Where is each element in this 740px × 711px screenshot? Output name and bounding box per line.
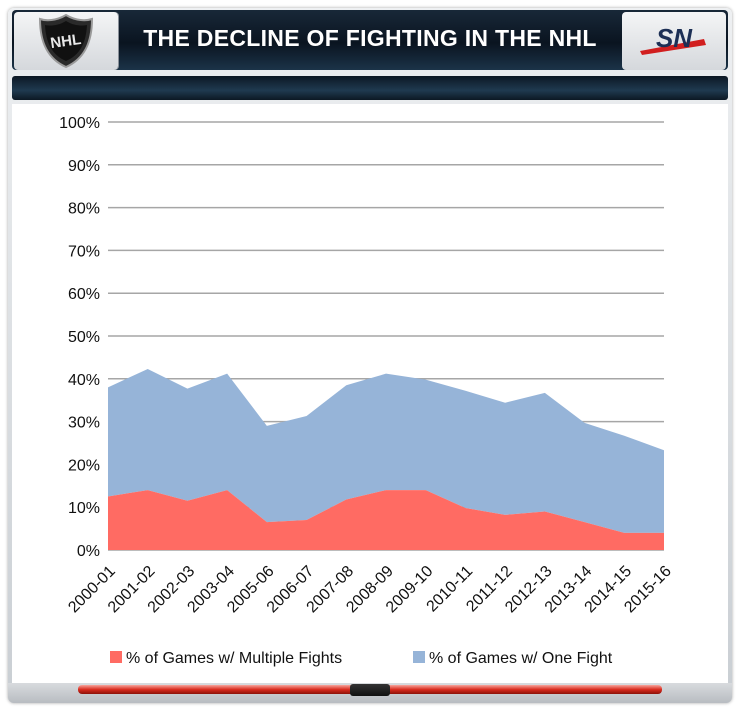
sn-logo: SN: [622, 12, 726, 70]
series-multiple-fights-area: [108, 490, 664, 550]
y-tick-label: 40%: [68, 372, 100, 389]
legend-swatch-one-fight: [413, 651, 425, 663]
header-bar: [12, 10, 728, 70]
y-tick-label: 70%: [68, 243, 100, 260]
plot-panel: 0% 10% 20% 30% 40% 50% 60% 70% 80% 90% 100% 2000-01…: [12, 104, 728, 684]
y-tick-label: 100%: [59, 115, 100, 132]
nhl-logo: NHL: [14, 12, 118, 70]
legend-swatch-multiple-fights: [110, 651, 122, 663]
legend-label-one-fight: % of Games w/ One Fight: [429, 650, 613, 667]
legend-label-multiple-fights: % of Games w/ Multiple Fights: [126, 650, 342, 667]
svg-text:NHL: NHL: [49, 31, 82, 52]
sportsnet-logo-icon: SN: [640, 23, 706, 55]
page-title: THE DECLINE OF FIGHTING IN THE NHL: [143, 25, 597, 51]
nhl-shield-icon: NHL: [38, 13, 94, 69]
footer-knob: [350, 684, 390, 696]
y-tick-label: 90%: [68, 158, 100, 175]
area-chart: 0%10%20%30%40%50%60%70%80%90%100%2000-01…: [59, 115, 675, 667]
y-tick-label: 60%: [68, 286, 100, 303]
y-tick-label: 10%: [68, 500, 100, 517]
series-one-fight-area: [108, 368, 664, 533]
y-tick-label: 20%: [68, 457, 100, 474]
y-tick-label: 30%: [68, 415, 100, 432]
y-tick-label: 80%: [68, 201, 100, 218]
svg-text:SN: SN: [656, 23, 693, 53]
header-sub-bar: [12, 76, 728, 100]
y-tick-label: 0%: [77, 543, 100, 560]
y-tick-label: 50%: [68, 329, 100, 346]
